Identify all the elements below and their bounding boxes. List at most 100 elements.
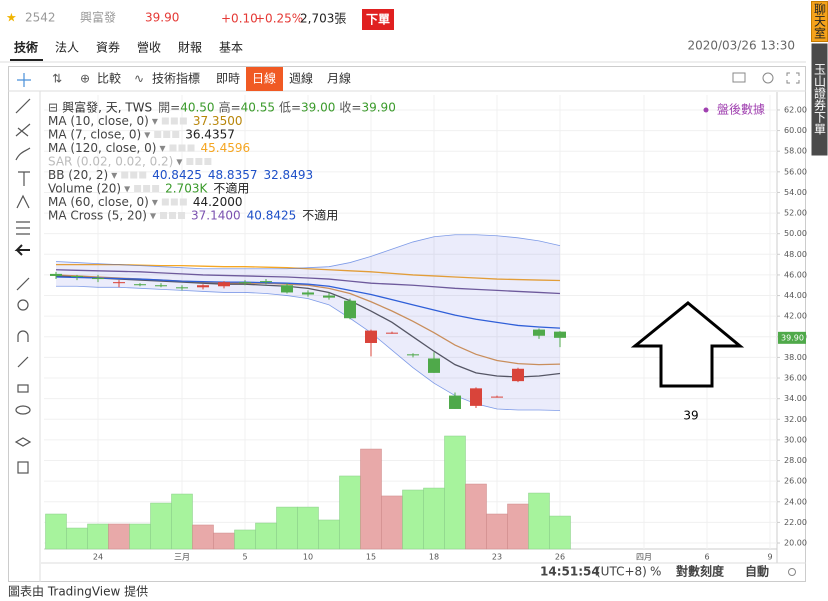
auto-toggle[interactable]: 自動 — [745, 564, 769, 579]
x-tick-label: 18 — [429, 553, 439, 562]
order-button-label[interactable]: 下單 — [366, 13, 390, 27]
legend-icon[interactable] — [130, 171, 138, 179]
x-tick-label: 10 — [303, 553, 313, 562]
legend-icon[interactable]: ▾ — [150, 209, 156, 223]
toolbar-icon[interactable]: ⊕ — [80, 72, 90, 86]
legend-icon[interactable] — [187, 144, 195, 152]
tool-icon[interactable] — [16, 277, 30, 291]
legend-text: MA (10, close, 0) — [48, 114, 149, 128]
volume-bar — [87, 523, 109, 550]
tab[interactable]: 法人 — [55, 41, 79, 55]
x-tick-label: 15 — [366, 553, 376, 562]
percent-toggle[interactable]: % — [650, 565, 661, 579]
favorite-star[interactable]: ★ — [6, 11, 17, 25]
legend-text: MA (7, close, 0) — [48, 128, 141, 142]
toolbar-item[interactable]: 日線 — [252, 71, 276, 86]
broker-label[interactable]: 玉山證券下單 — [813, 63, 827, 135]
candle-body — [533, 329, 545, 336]
arrow-annotation — [630, 301, 745, 388]
tab[interactable]: 營收 — [137, 41, 161, 55]
y-tick-label: 58.00 — [784, 147, 807, 156]
legend-icon[interactable]: ▾ — [111, 168, 117, 182]
y-tick-label: 46.00 — [784, 270, 807, 279]
y-tick-label: 60.00 — [784, 126, 807, 135]
legend-icon[interactable]: ▾ — [176, 155, 182, 169]
legend-icon[interactable] — [170, 117, 178, 125]
tool-icon[interactable] — [17, 384, 29, 393]
volume-bar — [507, 503, 529, 550]
legend-icon[interactable]: ▾ — [144, 128, 150, 142]
legend-icon[interactable] — [161, 198, 169, 206]
tool-icon[interactable] — [15, 98, 31, 114]
log-toggle[interactable]: 對數刻度 — [676, 564, 725, 579]
legend-icon[interactable] — [179, 117, 187, 125]
chat-label[interactable]: 聊天室 — [813, 3, 827, 39]
broker-button[interactable] — [811, 43, 828, 156]
legend-icon[interactable] — [152, 185, 160, 192]
legend-icon[interactable]: ⊟ — [48, 101, 58, 115]
legend-icon[interactable] — [178, 144, 186, 152]
tab[interactable]: 財報 — [178, 40, 202, 55]
candle-body — [92, 278, 104, 280]
active-interval[interactable] — [246, 67, 283, 91]
clock: 14:51:54 — [540, 565, 600, 579]
tool-icon[interactable] — [15, 147, 31, 161]
axis-settings[interactable] — [788, 568, 796, 576]
legend-text: 32.8493 — [263, 168, 313, 182]
legend-icon[interactable]: ▾ — [152, 195, 158, 209]
legend-icon[interactable] — [139, 171, 147, 179]
toolbar-item[interactable]: 即時 — [216, 72, 240, 86]
legend-icon[interactable] — [169, 144, 177, 152]
fullscreen-icon[interactable] — [786, 72, 800, 84]
legend-icon[interactable] — [179, 198, 187, 206]
y-tick-label: 38.00 — [784, 353, 807, 362]
tool-icon[interactable] — [16, 221, 30, 235]
trade-volume: 2,703張 — [300, 12, 346, 26]
tool-icon[interactable] — [15, 123, 31, 137]
legend-icon[interactable] — [186, 158, 194, 165]
order-button[interactable] — [362, 9, 394, 30]
tool-icon[interactable] — [17, 330, 29, 342]
legend-icon[interactable] — [204, 158, 212, 165]
tool-icon[interactable] — [16, 194, 30, 209]
toolbar-icon[interactable]: ∿ — [134, 72, 144, 86]
snapshot-icon[interactable] — [732, 72, 746, 83]
toolbar-item[interactable]: 比較 — [97, 71, 121, 86]
tool-icon[interactable] — [17, 356, 29, 368]
tab[interactable]: 技術 — [14, 40, 38, 55]
note-text: 39 — [683, 409, 698, 423]
legend-icon[interactable] — [143, 185, 151, 192]
legend-icon[interactable] — [172, 131, 180, 138]
tool-icon[interactable] — [18, 171, 30, 186]
settings-icon[interactable] — [762, 72, 774, 84]
legend-icon[interactable] — [169, 212, 177, 219]
toolbar-icon[interactable]: ⇅ — [52, 72, 62, 86]
tool-icon[interactable] — [17, 73, 31, 87]
legend-icon[interactable] — [178, 212, 186, 219]
tool-icon[interactable] — [17, 461, 29, 474]
volume-bar — [549, 515, 571, 550]
legend-icon[interactable] — [154, 131, 162, 138]
legend-icon[interactable]: ▾ — [124, 182, 130, 196]
legend-text: 39.00 — [301, 101, 335, 115]
legend-icon[interactable] — [121, 171, 129, 179]
legend-icon[interactable]: ▾ — [159, 141, 165, 155]
legend-icon[interactable] — [170, 198, 178, 206]
toolbar-item[interactable]: 月線 — [327, 71, 351, 86]
tool-icon[interactable] — [14, 244, 30, 256]
legend-icon[interactable] — [195, 158, 203, 165]
legend-icon[interactable] — [134, 185, 142, 192]
y-tick-label: 32.00 — [784, 415, 807, 424]
legend-icon[interactable]: ▾ — [152, 114, 158, 128]
legend-icon[interactable] — [160, 212, 168, 219]
legend-icon[interactable] — [161, 117, 169, 125]
tab[interactable]: 基本 — [219, 41, 243, 55]
y-tick-label: 62.00 — [784, 105, 807, 114]
tool-icon[interactable] — [17, 299, 29, 311]
toolbar-item[interactable]: 週線 — [289, 71, 313, 86]
tab[interactable]: 資券 — [96, 40, 120, 55]
legend-icon[interactable] — [163, 131, 171, 138]
tool-icon[interactable] — [14, 437, 32, 447]
toolbar-item[interactable]: 技術指標 — [152, 71, 200, 86]
tool-icon[interactable] — [15, 405, 31, 415]
